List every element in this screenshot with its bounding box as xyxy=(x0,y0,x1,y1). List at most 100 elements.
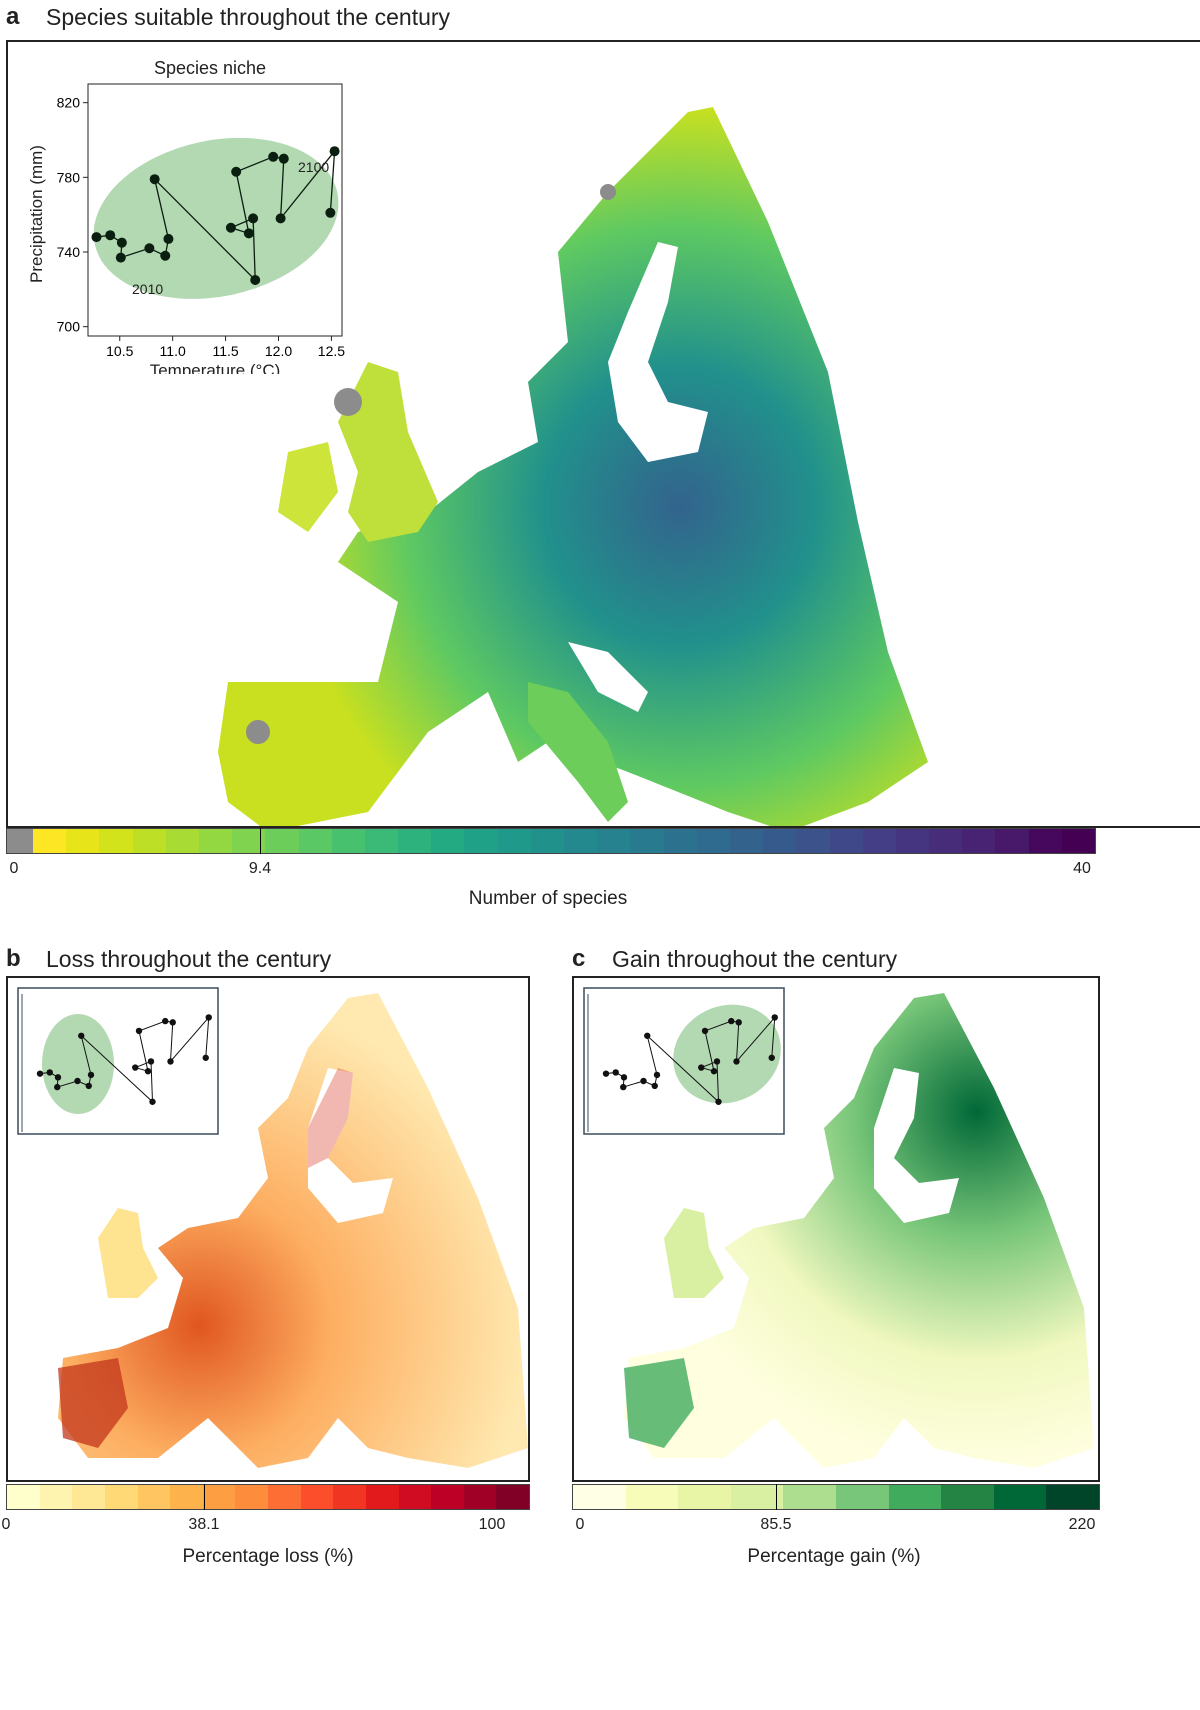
colorbar-swatch xyxy=(265,829,299,853)
inset-point xyxy=(640,1077,647,1085)
inset-point xyxy=(701,1027,709,1035)
niche-point xyxy=(231,166,242,177)
colorbar-swatch xyxy=(530,829,564,853)
colorbar-swatch xyxy=(431,829,465,853)
annotation-2100: 2100 xyxy=(298,159,329,175)
niche-title: Species niche xyxy=(154,58,266,78)
colorbar-swatch xyxy=(564,829,598,853)
map-a-europe xyxy=(218,107,928,826)
colorbar-swatch xyxy=(463,1485,497,1509)
colorbar-swatch xyxy=(431,1485,464,1509)
niche-ylabel: Precipitation (mm) xyxy=(27,145,46,283)
colorbar-swatch xyxy=(625,1485,679,1509)
map-c-europe xyxy=(624,993,1094,1468)
colorbar-swatch xyxy=(333,1485,366,1509)
inset-point xyxy=(36,1070,44,1077)
colorbar-swatch xyxy=(862,829,896,853)
y-tick-label: 700 xyxy=(57,319,81,335)
inset-point xyxy=(771,1014,778,1021)
inset-point xyxy=(202,1054,209,1061)
colorbar-swatch xyxy=(1028,829,1062,853)
colorbar-c-tick-1: 85.5 xyxy=(760,1516,792,1533)
inset-point xyxy=(85,1082,92,1090)
annotation-2010: 2010 xyxy=(132,281,163,297)
inset-point xyxy=(728,1017,735,1025)
panel-b-letter: b xyxy=(6,945,21,972)
loss-inset xyxy=(17,987,219,1135)
colorbar-swatch xyxy=(137,1485,171,1509)
colorbar-swatch xyxy=(663,829,697,853)
niche-point xyxy=(325,207,336,218)
colorbar-swatch xyxy=(962,829,996,853)
colorbar-nodata-swatch xyxy=(7,829,33,853)
inset-point xyxy=(698,1064,705,1071)
colorbar-swatch xyxy=(165,829,199,853)
inset-point xyxy=(167,1058,174,1065)
y-tick-label: 780 xyxy=(57,169,81,185)
colorbar-swatch xyxy=(39,1485,73,1509)
colorbar-swatch xyxy=(835,1485,889,1509)
uk-a xyxy=(338,362,438,542)
niche-point xyxy=(278,153,289,164)
colorbar-swatch xyxy=(573,1485,626,1509)
inset-point xyxy=(612,1069,619,1076)
inset-point xyxy=(135,1027,143,1035)
niche-point xyxy=(275,213,286,224)
colorbar-swatch xyxy=(398,829,432,853)
x-tick-label: 12.5 xyxy=(318,343,345,359)
colorbar-swatch xyxy=(198,829,233,853)
inset-point xyxy=(149,1098,156,1105)
colorbar-swatch xyxy=(7,1485,40,1509)
y-tick-label: 740 xyxy=(57,244,81,260)
inset-point xyxy=(713,1058,721,1065)
gain-inset-trajectory xyxy=(587,994,778,1132)
colorbar-swatch xyxy=(829,829,863,853)
colorbar-swatch xyxy=(170,1485,203,1509)
inset-point xyxy=(620,1074,628,1081)
map-b-europe xyxy=(58,993,528,1468)
inset-point xyxy=(715,1098,722,1105)
niche-point xyxy=(160,250,171,261)
inset-point xyxy=(87,1071,95,1079)
panel-a-title: Species suitable throughout the century xyxy=(46,4,451,30)
inset-point xyxy=(46,1069,53,1076)
colorbar-b xyxy=(6,1484,530,1510)
colorbar-swatch xyxy=(398,1485,432,1509)
niche-point xyxy=(248,213,259,224)
niche-ellipse xyxy=(93,137,339,299)
niche-points xyxy=(91,146,340,285)
inset-point xyxy=(54,1083,61,1091)
inset-point xyxy=(651,1082,658,1090)
niche-point xyxy=(144,243,155,254)
mainland-b xyxy=(58,993,528,1468)
niche-point xyxy=(149,174,160,185)
colorbar-swatch xyxy=(783,1485,836,1509)
colorbar-a-tick-1: 9.4 xyxy=(248,860,272,877)
colorbar-swatch xyxy=(300,1485,334,1509)
colorbar-a xyxy=(6,828,1096,854)
inset-point xyxy=(735,1019,742,1026)
x-tick-label: 11.5 xyxy=(212,343,238,359)
colorbar-swatch xyxy=(941,1485,994,1509)
colorbar-swatch xyxy=(995,829,1029,853)
colorbar-swatch xyxy=(365,1485,399,1509)
colorbar-swatch xyxy=(66,829,100,853)
colorbar-swatch xyxy=(132,829,166,853)
niche-point xyxy=(225,222,236,233)
panel-b-title: Loss throughout the century xyxy=(46,946,332,972)
niche-point xyxy=(250,275,261,285)
colorbar-swatch xyxy=(464,829,498,853)
inset-point xyxy=(74,1077,81,1085)
panel-c-title: Gain throughout the century xyxy=(612,946,898,972)
colorbar-swatch xyxy=(104,1485,138,1509)
niche-axes xyxy=(87,83,343,337)
colorbar-swatch xyxy=(33,829,67,853)
inset-point xyxy=(205,1014,212,1021)
niche-point xyxy=(91,232,102,243)
colorbar-c-tick-0: 0 xyxy=(575,1516,585,1533)
panel-a-letter: a xyxy=(6,3,20,30)
uk-c xyxy=(664,1208,724,1298)
niche-xlabel: Temperature (°C) xyxy=(150,361,281,374)
x-tick-label: 12.0 xyxy=(265,343,292,359)
colorbar-b-marker xyxy=(204,1484,205,1510)
